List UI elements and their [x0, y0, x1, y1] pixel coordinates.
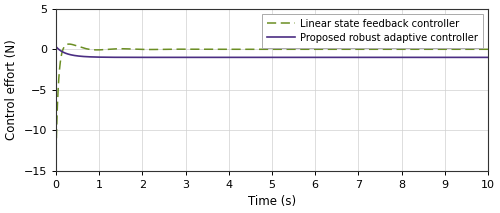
Line: Linear state feedback controller: Linear state feedback controller — [56, 44, 488, 156]
Y-axis label: Control effort (N): Control effort (N) — [5, 39, 18, 140]
Linear state feedback controller — [477, 48, 483, 50]
Proposed robust adaptive controller — [430, 56, 436, 59]
Proposed robust adaptive controller — [53, 48, 59, 50]
Proposed robust adaptive controller — [53, 45, 59, 48]
Linear state feedback controller — [66, 43, 72, 45]
Proposed robust adaptive controller — [485, 56, 491, 59]
Proposed robust adaptive controller — [477, 56, 483, 59]
Linear state feedback controller — [430, 48, 436, 50]
X-axis label: Time (s): Time (s) — [248, 195, 296, 208]
Legend: Linear state feedback controller, Proposed robust adaptive controller: Linear state feedback controller, Propos… — [262, 14, 483, 48]
Line: Proposed robust adaptive controller: Proposed robust adaptive controller — [56, 47, 488, 57]
Linear state feedback controller — [102, 48, 108, 51]
Linear state feedback controller — [485, 48, 491, 50]
Proposed robust adaptive controller — [238, 56, 244, 59]
Proposed robust adaptive controller — [484, 56, 490, 59]
Proposed robust adaptive controller — [128, 56, 134, 59]
Linear state feedback controller — [219, 48, 225, 50]
Linear state feedback controller — [53, 154, 59, 157]
Proposed robust adaptive controller — [218, 56, 224, 59]
Linear state feedback controller — [128, 48, 134, 50]
Linear state feedback controller — [238, 48, 244, 50]
Proposed robust adaptive controller — [102, 56, 108, 59]
Linear state feedback controller — [53, 48, 59, 50]
